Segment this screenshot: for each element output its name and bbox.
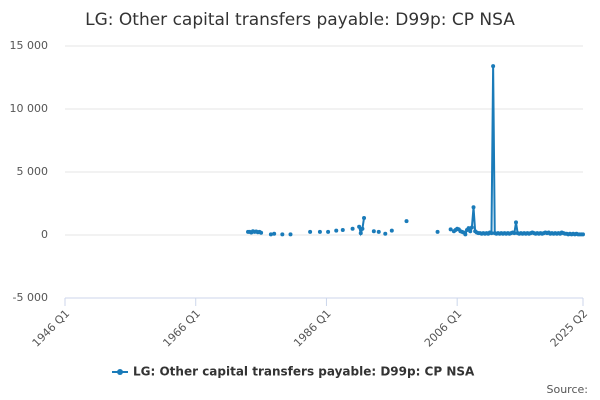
y-tick-label: 15 000 — [10, 39, 49, 52]
data-point — [581, 232, 585, 237]
series-line — [248, 66, 583, 237]
y-tick-label: -5 000 — [13, 291, 48, 304]
data-point — [340, 227, 345, 232]
data-point — [357, 224, 362, 229]
data-point — [463, 232, 468, 237]
data-point — [326, 229, 331, 234]
legend-label: LG: Other capital transfers payable: D99… — [133, 365, 475, 379]
data-point — [350, 226, 355, 231]
data-point — [268, 232, 273, 237]
data-point — [371, 229, 376, 234]
data-point — [468, 229, 473, 234]
data-point — [280, 232, 285, 237]
data-point — [471, 205, 476, 210]
data-point — [308, 229, 313, 234]
data-point — [360, 226, 365, 231]
x-tick-label: 2006 Q1 — [422, 307, 465, 350]
x-tick-label: 1966 Q1 — [160, 307, 203, 350]
y-tick-label: 0 — [41, 228, 48, 241]
data-point — [362, 215, 367, 220]
data-point — [259, 230, 264, 235]
y-tick-label: 5 000 — [17, 165, 49, 178]
data-point — [404, 219, 409, 224]
x-tick-label: 1946 Q1 — [30, 307, 73, 350]
data-point — [272, 231, 277, 236]
data-point — [489, 231, 494, 236]
data-point — [435, 229, 440, 234]
data-point — [317, 229, 322, 234]
legend-marker — [117, 369, 123, 375]
data-point — [288, 232, 293, 237]
x-tick-label: 1986 Q1 — [291, 307, 334, 350]
data-point — [448, 227, 453, 232]
y-tick-label: 10 000 — [10, 102, 49, 115]
data-point — [512, 231, 517, 236]
data-point — [469, 225, 474, 230]
data-point — [334, 228, 339, 233]
data-point — [383, 231, 388, 236]
data-point — [514, 220, 519, 225]
data-point — [376, 229, 381, 234]
data-point — [466, 226, 471, 231]
data-point — [389, 228, 394, 233]
x-tick-label: 2025 Q2 — [548, 307, 591, 350]
data-point — [491, 64, 496, 69]
source: Source: — [547, 383, 589, 396]
data-point — [358, 231, 363, 236]
chart-title: LG: Other capital transfers payable: D99… — [85, 10, 515, 30]
